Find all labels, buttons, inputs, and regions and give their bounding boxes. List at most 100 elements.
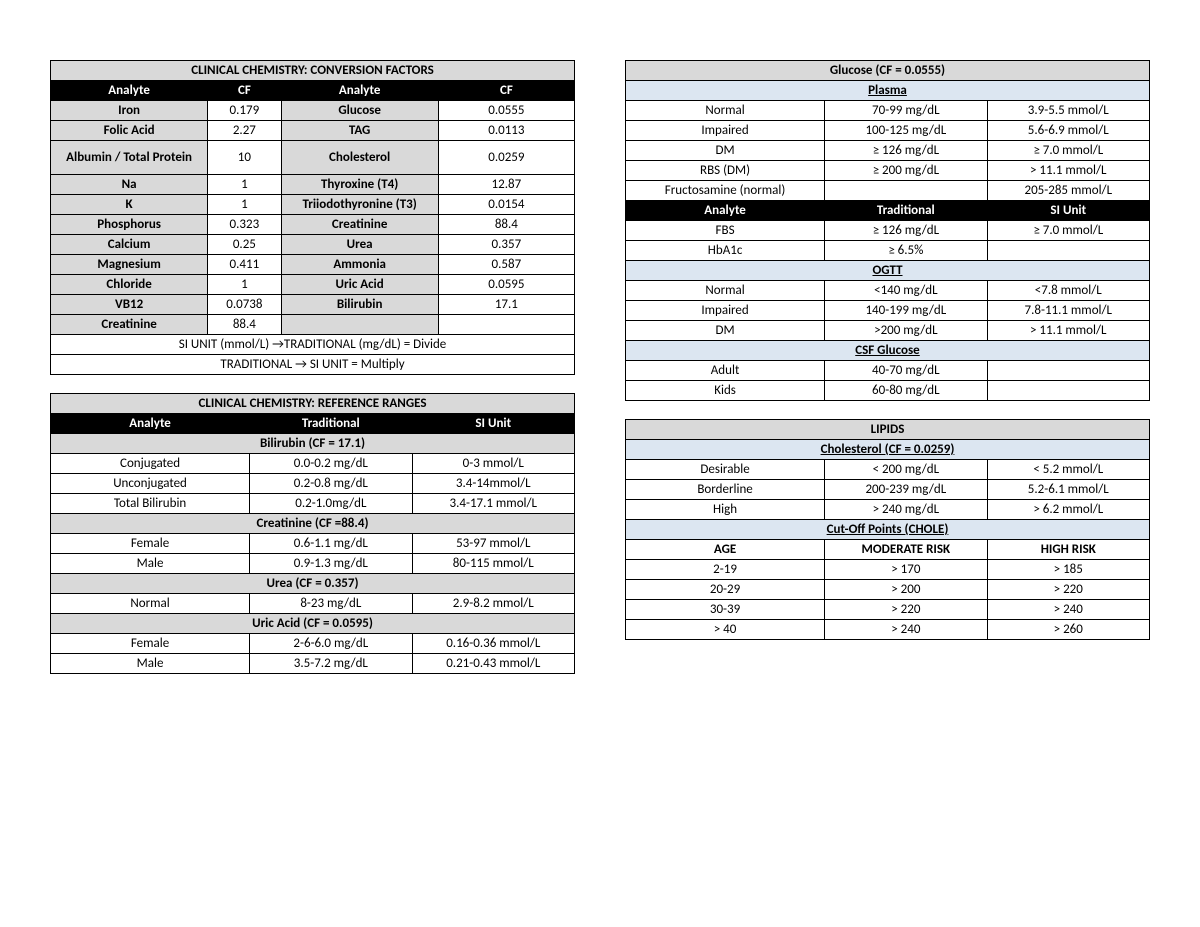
cutoff-h1: MODERATE RISK	[825, 540, 987, 560]
section-header: Creatinine (CF =88.4)	[51, 514, 575, 534]
ogtt-title: OGTT	[626, 261, 1150, 281]
table-cell: > 6.2 mmol/L	[987, 500, 1149, 520]
conv-note1: SI UNIT (mmol/L) →TRADITIONAL (mg/dL) = …	[51, 335, 575, 355]
table-cell: >200 mg/dL	[825, 321, 987, 341]
table-cell: 70-99 mg/dL	[825, 101, 987, 121]
table-row: DM>200 mg/dL> 11.1 mmol/L	[626, 321, 1150, 341]
table-cell: ≥ 6.5%	[825, 241, 987, 261]
table-cell: High	[626, 500, 825, 520]
table-cell: > 200	[825, 580, 987, 600]
table-cell: 2.9-8.2 mmol/L	[412, 594, 574, 614]
table-cell: 0-3 mmol/L	[412, 454, 574, 474]
table-cell: Desirable	[626, 460, 825, 480]
table-cell: TAG	[281, 121, 438, 141]
table-cell: 0.21-0.43 mmol/L	[412, 654, 574, 674]
conversion-factors-table: CLINICAL CHEMISTRY: CONVERSION FACTORS A…	[50, 60, 575, 375]
glucose-table: Glucose (CF = 0.0555) Plasma Normal70-99…	[625, 60, 1150, 401]
ref-h2: SI Unit	[412, 414, 574, 434]
table-cell: 0.323	[208, 215, 281, 235]
table-cell: 88.4	[208, 315, 281, 335]
glucose-title: Glucose (CF = 0.0555)	[626, 61, 1150, 81]
table-cell	[987, 361, 1149, 381]
table-cell: 0.9-1.3 mg/dL	[250, 554, 412, 574]
table-cell: 0.357	[438, 235, 574, 255]
table-cell: 0.0595	[438, 275, 574, 295]
table-cell: Thyroxine (T4)	[281, 175, 438, 195]
plasma-title: Plasma	[626, 81, 1150, 101]
table-cell: 5.6-6.9 mmol/L	[987, 121, 1149, 141]
table-row: Calcium0.25Urea0.357	[51, 235, 575, 255]
table-cell: < 200 mg/dL	[825, 460, 987, 480]
glu-bh0: Analyte	[626, 201, 825, 221]
table-row: Creatinine88.4	[51, 315, 575, 335]
table-row: K1Triiodothyronine (T3)0.0154	[51, 195, 575, 215]
table-row: High> 240 mg/dL> 6.2 mmol/L	[626, 500, 1150, 520]
table-cell: > 170	[825, 560, 987, 580]
table-cell: 3.5-7.2 mg/dL	[250, 654, 412, 674]
table-cell: Folic Acid	[51, 121, 208, 141]
table-row: Fructosamine (normal)205-285 mmol/L	[626, 181, 1150, 201]
table-cell: 0.0555	[438, 101, 574, 121]
table-cell: 0.587	[438, 255, 574, 275]
chol-title: Cholesterol (CF = 0.0259)	[626, 440, 1150, 460]
table-cell: Magnesium	[51, 255, 208, 275]
left-column: CLINICAL CHEMISTRY: CONVERSION FACTORS A…	[50, 60, 575, 674]
table-cell	[825, 181, 987, 201]
section-header: Uric Acid (CF = 0.0595)	[51, 614, 575, 634]
table-cell: 0.179	[208, 101, 281, 121]
table-cell: 30-39	[626, 600, 825, 620]
table-cell: Creatinine	[281, 215, 438, 235]
table-cell: Phosphorus	[51, 215, 208, 235]
table-cell: Ammonia	[281, 255, 438, 275]
table-cell: ≥ 7.0 mmol/L	[987, 221, 1149, 241]
table-cell: Total Bilirubin	[51, 494, 250, 514]
table-cell: ≥ 126 mg/dL	[825, 221, 987, 241]
table-cell: 8-23 mg/dL	[250, 594, 412, 614]
lipids-table: LIPIDS Cholesterol (CF = 0.0259) Desirab…	[625, 419, 1150, 640]
table-cell: Male	[51, 554, 250, 574]
table-cell: 0.411	[208, 255, 281, 275]
table-cell: Adult	[626, 361, 825, 381]
cutoff-title: Cut-Off Points (CHOLE)	[626, 520, 1150, 540]
glu-bh1: Traditional	[825, 201, 987, 221]
table-cell: 0.6-1.1 mg/dL	[250, 534, 412, 554]
table-row: HbA1c≥ 6.5%	[626, 241, 1150, 261]
table-row: FBS≥ 126 mg/dL≥ 7.0 mmol/L	[626, 221, 1150, 241]
table-cell: 53-97 mmol/L	[412, 534, 574, 554]
cutoff-h2: HIGH RISK	[987, 540, 1149, 560]
table-row: Male0.9-1.3 mg/dL80-115 mmol/L	[51, 554, 575, 574]
table-cell: 17.1	[438, 295, 574, 315]
table-cell: 0.16-0.36 mmol/L	[412, 634, 574, 654]
table-cell: 88.4	[438, 215, 574, 235]
table-row: Normal70-99 mg/dL3.9-5.5 mmol/L	[626, 101, 1150, 121]
table-row: Impaired140-199 mg/dL7.8-11.1 mmol/L	[626, 301, 1150, 321]
table-row: RBS (DM)≥ 200 mg/dL> 11.1 mmol/L	[626, 161, 1150, 181]
table-cell: 140-199 mg/dL	[825, 301, 987, 321]
table-cell: Calcium	[51, 235, 208, 255]
table-cell: Glucose	[281, 101, 438, 121]
conv-note2: TRADITIONAL → SI UNIT = Multiply	[51, 355, 575, 375]
table-cell: Albumin / Total Protein	[51, 141, 208, 175]
table-cell: 205-285 mmol/L	[987, 181, 1149, 201]
table-cell: 0.0-0.2 mg/dL	[250, 454, 412, 474]
table-cell: Creatinine	[51, 315, 208, 335]
glu-bh2: SI Unit	[987, 201, 1149, 221]
table-cell: > 240	[825, 620, 987, 640]
table-row: 20-29> 200> 220	[626, 580, 1150, 600]
table-cell: 0.0738	[208, 295, 281, 315]
table-cell: 1	[208, 275, 281, 295]
table-row: Unconjugated0.2-0.8 mg/dL3.4-14mmol/L	[51, 474, 575, 494]
table-cell: 1	[208, 195, 281, 215]
conv-h2: Analyte	[281, 81, 438, 101]
table-row: Total Bilirubin0.2-1.0mg/dL3.4-17.1 mmol…	[51, 494, 575, 514]
table-cell: HbA1c	[626, 241, 825, 261]
table-cell: 1	[208, 175, 281, 195]
table-cell: Urea	[281, 235, 438, 255]
table-cell: Normal	[626, 101, 825, 121]
table-cell: < 5.2 mmol/L	[987, 460, 1149, 480]
table-cell: 10	[208, 141, 281, 175]
table-cell: 80-115 mmol/L	[412, 554, 574, 574]
table-row: Female2-6-6.0 mg/dL0.16-0.36 mmol/L	[51, 634, 575, 654]
table-cell: 0.0154	[438, 195, 574, 215]
table-cell: > 11.1 mmol/L	[987, 321, 1149, 341]
